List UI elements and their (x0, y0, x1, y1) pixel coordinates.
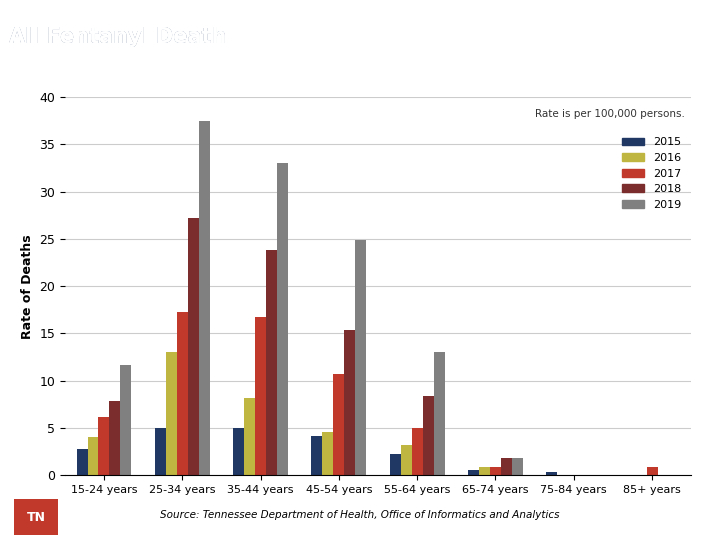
Bar (88, 437, 99, 475)
Bar (266, 251, 277, 475)
Bar (199, 121, 210, 475)
Text: All Fentanyl Death Rates by Age Distribution,: All Fentanyl Death Rates by Age Distribu… (9, 27, 545, 47)
Bar (433, 353, 444, 475)
Text: 2015-2019: 2015-2019 (9, 73, 134, 93)
Bar (277, 163, 288, 475)
Bar (244, 397, 255, 475)
Bar (512, 458, 523, 475)
Y-axis label: Rate of Deaths: Rate of Deaths (21, 234, 34, 339)
Text: Source: Tennessee Department of Health, Office of Informatics and Analytics: Source: Tennessee Department of Health, … (161, 510, 559, 520)
Bar (423, 396, 433, 475)
Bar (390, 455, 401, 475)
Legend: 2015, 2016, 2017, 2018, 2019: 2015, 2016, 2017, 2018, 2019 (617, 133, 685, 214)
Bar (14, 499, 58, 536)
Bar (412, 428, 423, 475)
Bar (333, 374, 344, 475)
Bar (233, 428, 244, 475)
Bar (647, 467, 657, 475)
Bar (155, 428, 166, 475)
Bar (479, 467, 490, 475)
Bar (166, 353, 177, 475)
Bar (255, 318, 266, 475)
Bar (501, 458, 512, 475)
Text: TN: TN (27, 510, 45, 524)
Bar (355, 240, 366, 475)
Bar (177, 312, 188, 475)
Bar (99, 417, 109, 475)
Bar (120, 364, 131, 475)
Bar (401, 445, 412, 475)
Text: All Fentanyl Death: All Fentanyl Death (9, 27, 234, 47)
Bar (490, 467, 501, 475)
Text: All Fentanyl Death: All Fentanyl Death (9, 27, 234, 47)
Bar (323, 432, 333, 475)
Text: Rate is per 100,000 persons.: Rate is per 100,000 persons. (535, 109, 685, 119)
Text: All Fentanyl Death ̲R̲a̲t̲e̲s̲ by Age Distribution,: All Fentanyl Death ̲R̲a̲t̲e̲s̲ by Age Di… (9, 27, 545, 48)
Bar (188, 218, 199, 475)
Bar (312, 435, 323, 475)
Bar (76, 449, 88, 475)
Bar (468, 470, 479, 475)
Bar (546, 472, 557, 475)
Bar (344, 329, 355, 475)
Bar (109, 401, 120, 475)
